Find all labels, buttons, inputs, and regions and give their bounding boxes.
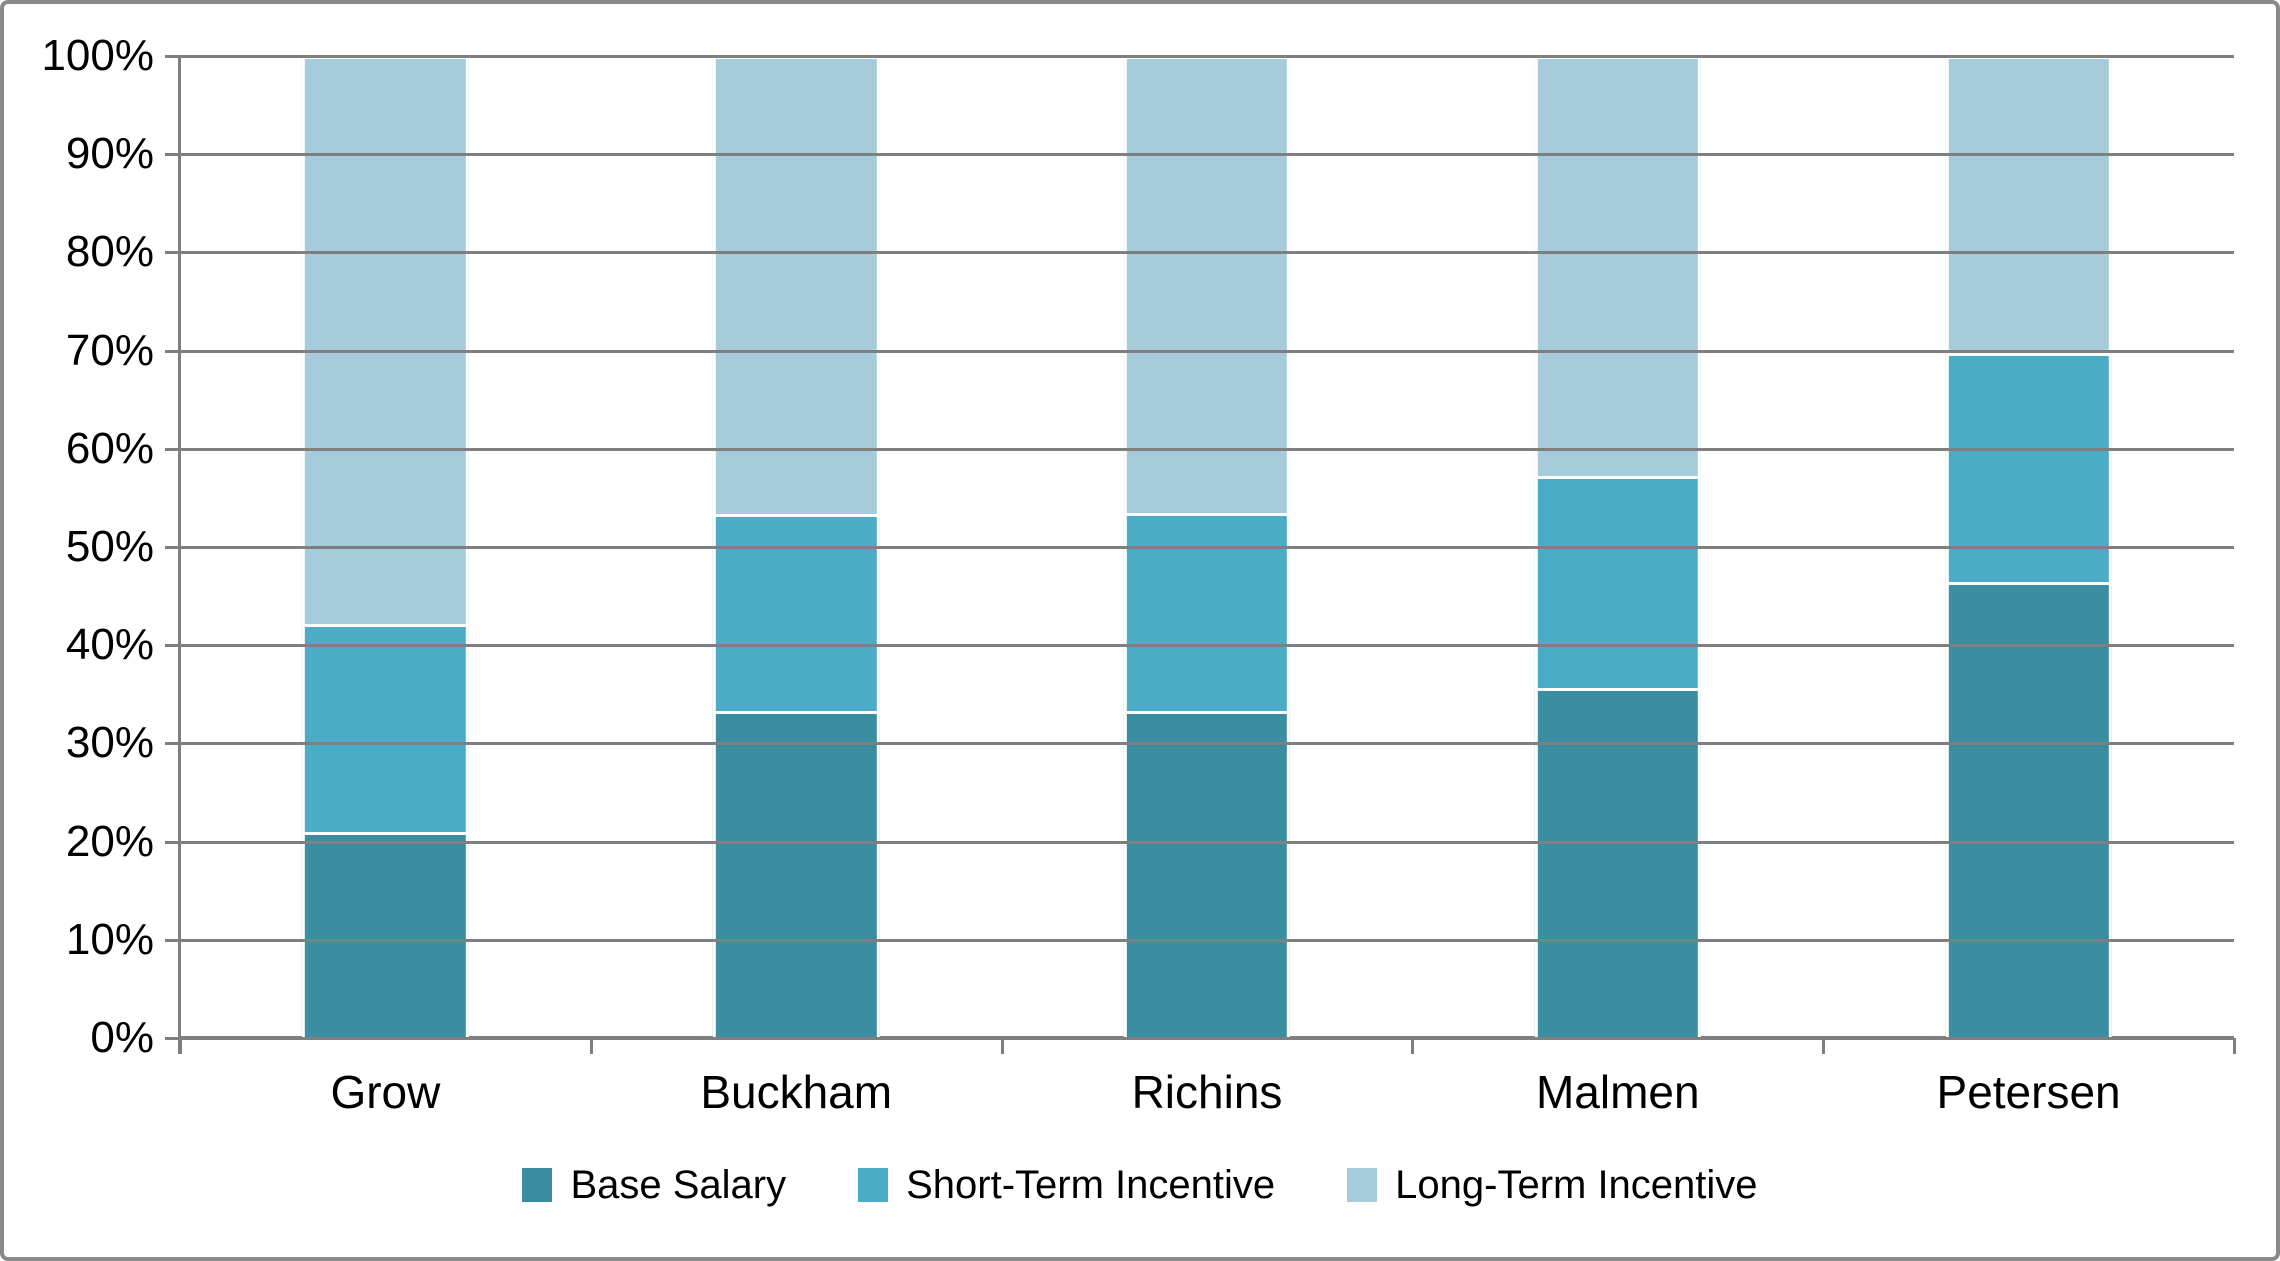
gridline: [180, 840, 2234, 844]
legend: Base Salary Short-Term Incentive Long-Term…: [4, 1162, 2276, 1208]
y-tick-label: 10%: [65, 914, 154, 964]
x-category-label: Petersen: [1936, 1066, 2121, 1118]
y-axis-tick: [165, 251, 180, 255]
x-axis-tick: [1411, 1038, 1415, 1054]
legend-swatch-icon: [858, 1168, 889, 1202]
y-tick-label: 60%: [65, 423, 154, 473]
y-axis-tick: [165, 349, 180, 353]
x-axis-tick: [179, 1038, 182, 1054]
bar-segment: [1123, 710, 1291, 1038]
bar-segment: [302, 623, 469, 832]
stacked-bar-malmen: [1534, 56, 1701, 1038]
category-slot: [591, 56, 1002, 1038]
y-axis-tick: [165, 546, 180, 549]
x-axis-tick: [1000, 1038, 1004, 1054]
bar-segment: [1945, 56, 2112, 353]
legend-item: Base Salary: [522, 1162, 786, 1208]
gridline: [180, 55, 2234, 58]
gridline: [180, 644, 2234, 648]
y-axis-tick: [165, 1037, 180, 1040]
gridline: [180, 153, 2234, 157]
legend-label: Base Salary: [570, 1163, 787, 1207]
y-tick-label: 70%: [65, 325, 154, 375]
y-tick-label: 40%: [65, 620, 154, 670]
legend-label: Long-Term Incentive: [1395, 1163, 1758, 1207]
bar-segment: [1534, 56, 1701, 477]
gridline: [180, 742, 2234, 746]
category-slot: [180, 56, 591, 1038]
x-axis-tick: [1822, 1038, 1826, 1054]
y-axis-tick: [165, 644, 180, 648]
category-slot: [1823, 56, 2234, 1038]
bar-segment: [1123, 56, 1291, 513]
x-category-label: Buckham: [700, 1066, 893, 1118]
y-axis-tick: [165, 938, 180, 942]
stacked-bar-grow: [302, 56, 469, 1038]
bar-segment: [713, 56, 880, 514]
category-slot: [1412, 56, 1823, 1038]
y-axis-tick: [165, 153, 180, 157]
stacked-bar-buckham: [713, 56, 880, 1038]
stacked-bar-richins: [1123, 56, 1291, 1038]
y-tick-label: 50%: [65, 522, 154, 571]
gridline: [180, 938, 2234, 942]
bars-container: [180, 56, 2234, 1038]
bar-segment: [1123, 512, 1291, 711]
x-axis-labels: Grow Buckham Richins Malmen Petersen: [180, 1066, 2234, 1118]
x-category-label: Richins: [1131, 1066, 1283, 1118]
bar-segment: [302, 56, 469, 624]
y-axis-tick: [165, 742, 180, 746]
bar-segment: [1945, 582, 2112, 1038]
bar-segment: [1534, 476, 1701, 689]
y-tick-label: 100%: [41, 31, 154, 80]
x-category-label: Malmen: [1535, 1066, 1700, 1118]
y-tick-label: 30%: [65, 718, 154, 768]
legend-item: Long-Term Incentive: [1347, 1162, 1758, 1208]
plot-area: 0% 10% 20% 30% 40% 50% 60% 70% 80% 90% 100%: [41, 34, 2236, 1060]
bar-segment: [302, 831, 469, 1038]
y-tick-label: 90%: [65, 129, 154, 179]
gridline: [180, 546, 2234, 549]
bar-segment: [713, 513, 880, 711]
y-axis-tick: [165, 840, 180, 844]
category-slot: [1002, 56, 1413, 1038]
y-tick-label: 80%: [65, 227, 154, 277]
legend-swatch-icon: [522, 1168, 553, 1202]
legend-swatch-icon: [1347, 1168, 1378, 1202]
stacked-bar-petersen: [1945, 56, 2112, 1038]
x-axis-tick: [2233, 1038, 2236, 1054]
bar-segment: [713, 710, 880, 1038]
gridline: [180, 447, 2234, 451]
y-tick-label: 20%: [65, 816, 154, 866]
x-axis-tick: [589, 1038, 593, 1054]
y-axis-tick: [165, 55, 180, 58]
gridline: [180, 349, 2234, 353]
y-axis-line: [178, 56, 181, 1054]
x-category-label: Grow: [330, 1066, 441, 1118]
y-tick-label: 0%: [90, 1013, 154, 1062]
gridline: [180, 1037, 2234, 1040]
legend-item: Short-Term Incentive: [858, 1162, 1275, 1208]
legend-label: Short-Term Incentive: [906, 1163, 1276, 1207]
bar-segment: [1945, 352, 2112, 583]
bar-segment: [1534, 688, 1701, 1038]
y-axis-tick: [165, 447, 180, 451]
gridline: [180, 251, 2234, 255]
